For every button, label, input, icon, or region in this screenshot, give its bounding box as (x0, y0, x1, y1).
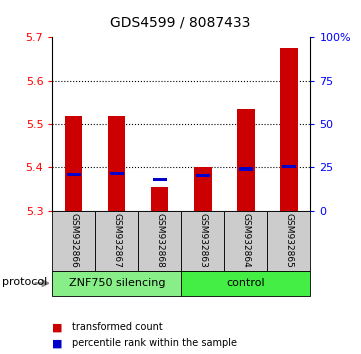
Bar (66, 173, 81, 176)
Bar (138, 211, 181, 271)
Bar (280, 47, 297, 211)
Bar (268, 211, 310, 271)
Bar (109, 172, 124, 175)
Bar (196, 173, 210, 177)
Text: GSM932865: GSM932865 (284, 213, 293, 268)
Text: GSM932866: GSM932866 (69, 213, 78, 268)
Text: GSM932864: GSM932864 (242, 213, 251, 268)
Text: ■: ■ (52, 338, 63, 348)
Bar (52, 211, 95, 271)
Text: protocol: protocol (2, 278, 47, 287)
Text: ■: ■ (52, 322, 63, 332)
Bar (182, 211, 225, 271)
Text: GSM932867: GSM932867 (112, 213, 121, 268)
Bar (225, 211, 268, 271)
Text: GSM932868: GSM932868 (155, 213, 164, 268)
Text: percentile rank within the sample: percentile rank within the sample (72, 338, 237, 348)
Bar (239, 167, 253, 171)
Bar (151, 187, 169, 211)
Text: control: control (227, 278, 265, 288)
Bar (52, 271, 182, 296)
Bar (282, 165, 296, 168)
Bar (65, 116, 82, 211)
Text: transformed count: transformed count (72, 322, 163, 332)
Bar (194, 167, 212, 211)
Text: GSM932863: GSM932863 (199, 213, 208, 268)
Bar (153, 178, 167, 181)
Text: GDS4599 / 8087433: GDS4599 / 8087433 (110, 16, 251, 30)
Bar (237, 109, 255, 211)
Bar (95, 211, 138, 271)
Text: ZNF750 silencing: ZNF750 silencing (69, 278, 165, 288)
Bar (182, 271, 310, 296)
Bar (108, 116, 126, 211)
